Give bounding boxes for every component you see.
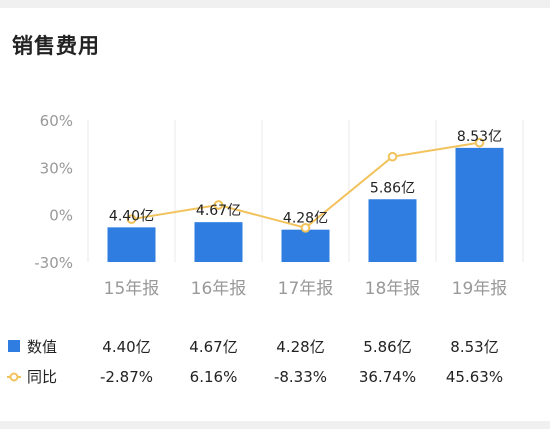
bar-value-label: 4.67亿 — [196, 203, 241, 219]
line-point — [387, 151, 398, 162]
bar — [281, 229, 330, 262]
table-value-cell: 4.40亿 — [102, 338, 150, 356]
table-yoy-cell: 45.63% — [446, 368, 503, 386]
table-value-cell: 4.67亿 — [189, 338, 237, 356]
table-yoy-cell: -2.87% — [100, 368, 153, 386]
legend-line-marker — [9, 372, 19, 382]
bar — [368, 199, 417, 262]
table-value-cell: 4.28亿 — [276, 338, 324, 356]
x-tick-label: 17年报 — [278, 279, 334, 299]
legend-bar-swatch — [8, 340, 20, 352]
chart-title: 销售费用 — [12, 34, 100, 58]
line-point — [213, 200, 224, 210]
bar-value-label: 8.53亿 — [457, 129, 502, 145]
table-value-cell: 5.86亿 — [363, 338, 411, 356]
y-tick-label: 30% — [40, 159, 73, 177]
legend-bar-label: 数值 — [27, 338, 57, 356]
bar-value-label: 4.28亿 — [283, 211, 328, 227]
bar-value-label: 5.86亿 — [370, 180, 415, 196]
y-tick-label: -30% — [34, 254, 73, 272]
line-point — [126, 214, 137, 224]
table-value-cell: 8.53亿 — [450, 338, 498, 356]
line-point — [300, 223, 311, 233]
x-tick-label: 15年报 — [104, 279, 160, 299]
bar-value-label: 4.40亿 — [109, 208, 154, 224]
y-tick-label: 60% — [40, 112, 73, 130]
x-tick-label: 16年报 — [191, 279, 247, 299]
line-point — [474, 137, 485, 148]
bar — [107, 227, 156, 262]
bar — [194, 222, 243, 262]
legend-line-label: 同比 — [27, 368, 57, 386]
bar — [455, 147, 504, 262]
x-tick-label: 19年报 — [452, 279, 508, 299]
table-yoy-cell: -8.33% — [274, 368, 327, 386]
x-tick-label: 18年报 — [365, 279, 421, 299]
table-yoy-cell: 6.16% — [190, 368, 238, 386]
y-tick-label: 0% — [49, 207, 73, 225]
table-yoy-cell: 36.74% — [359, 368, 416, 386]
